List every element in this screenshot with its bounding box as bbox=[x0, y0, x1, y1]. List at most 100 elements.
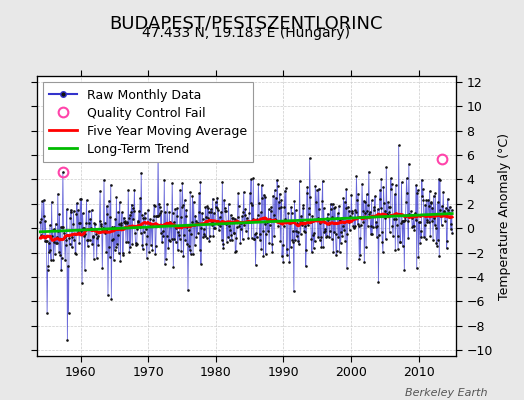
Point bbox=[296, 216, 304, 223]
Point bbox=[107, 296, 115, 302]
Point bbox=[221, 208, 230, 214]
Point bbox=[60, 230, 68, 236]
Point bbox=[108, 224, 117, 230]
Point bbox=[72, 251, 80, 258]
Point bbox=[320, 205, 328, 211]
Point bbox=[38, 198, 46, 204]
Point bbox=[255, 230, 264, 237]
Point bbox=[90, 220, 99, 227]
Point bbox=[387, 175, 395, 182]
Point bbox=[44, 263, 52, 269]
Point bbox=[310, 230, 319, 236]
Point bbox=[398, 243, 407, 249]
Point bbox=[106, 214, 114, 220]
Point bbox=[62, 237, 70, 243]
Point bbox=[43, 267, 52, 273]
Point bbox=[159, 233, 167, 239]
Point bbox=[59, 169, 67, 175]
Text: 47.433 N, 19.183 E (Hungary): 47.433 N, 19.183 E (Hungary) bbox=[143, 26, 350, 40]
Point bbox=[165, 237, 173, 244]
Point bbox=[194, 208, 203, 215]
Point bbox=[323, 210, 332, 217]
Point bbox=[247, 235, 256, 241]
Point bbox=[434, 237, 442, 243]
Point bbox=[139, 214, 148, 221]
Point bbox=[191, 212, 200, 219]
Point bbox=[186, 189, 194, 196]
Point bbox=[400, 267, 409, 273]
Point bbox=[301, 263, 310, 270]
Point bbox=[374, 206, 382, 212]
Point bbox=[206, 206, 215, 212]
Point bbox=[381, 208, 389, 214]
Point bbox=[334, 234, 343, 240]
Point bbox=[380, 200, 388, 207]
Point bbox=[250, 235, 258, 242]
Point bbox=[255, 200, 263, 206]
Point bbox=[47, 256, 55, 263]
Point bbox=[236, 220, 244, 226]
Point bbox=[133, 226, 141, 232]
Point bbox=[200, 226, 208, 232]
Point bbox=[161, 261, 169, 267]
Point bbox=[389, 216, 398, 222]
Point bbox=[417, 227, 425, 234]
Point bbox=[41, 238, 49, 244]
Point bbox=[126, 212, 134, 218]
Point bbox=[101, 230, 109, 236]
Point bbox=[150, 202, 159, 209]
Point bbox=[406, 213, 414, 219]
Point bbox=[45, 240, 53, 246]
Point bbox=[277, 197, 286, 203]
Point bbox=[46, 246, 54, 253]
Point bbox=[293, 238, 302, 244]
Point bbox=[441, 218, 449, 224]
Point bbox=[136, 230, 145, 236]
Point bbox=[378, 229, 386, 236]
Point bbox=[230, 230, 238, 236]
Point bbox=[314, 186, 323, 192]
Point bbox=[377, 176, 386, 182]
Point bbox=[296, 178, 304, 184]
Point bbox=[147, 221, 156, 227]
Point bbox=[61, 242, 70, 248]
Point bbox=[243, 219, 252, 226]
Point bbox=[343, 265, 351, 271]
Point bbox=[234, 190, 242, 197]
Point bbox=[273, 177, 281, 183]
Point bbox=[329, 200, 337, 207]
Point bbox=[154, 213, 162, 220]
Point bbox=[223, 238, 231, 245]
Point bbox=[396, 239, 405, 245]
Point bbox=[48, 233, 57, 239]
Point bbox=[319, 178, 327, 184]
Point bbox=[128, 205, 137, 212]
Point bbox=[226, 227, 234, 233]
Point bbox=[163, 222, 172, 228]
Legend: Raw Monthly Data, Quality Control Fail, Five Year Moving Average, Long-Term Tren: Raw Monthly Data, Quality Control Fail, … bbox=[43, 82, 253, 162]
Point bbox=[222, 208, 230, 214]
Point bbox=[168, 236, 176, 242]
Point bbox=[305, 155, 314, 161]
Point bbox=[90, 256, 98, 262]
Point bbox=[289, 239, 298, 245]
Point bbox=[135, 224, 144, 230]
Point bbox=[366, 209, 374, 216]
Point bbox=[432, 239, 441, 246]
Point bbox=[171, 238, 180, 245]
Point bbox=[440, 208, 449, 214]
Point bbox=[45, 248, 53, 255]
Point bbox=[257, 245, 265, 252]
Point bbox=[403, 190, 411, 196]
Point bbox=[365, 210, 374, 217]
Point bbox=[138, 212, 146, 218]
Point bbox=[367, 231, 375, 238]
Point bbox=[69, 220, 77, 227]
Point bbox=[168, 180, 177, 186]
Point bbox=[91, 221, 99, 227]
Point bbox=[36, 219, 45, 225]
Point bbox=[134, 219, 143, 225]
Point bbox=[398, 218, 406, 224]
Point bbox=[89, 234, 97, 240]
Point bbox=[183, 223, 192, 230]
